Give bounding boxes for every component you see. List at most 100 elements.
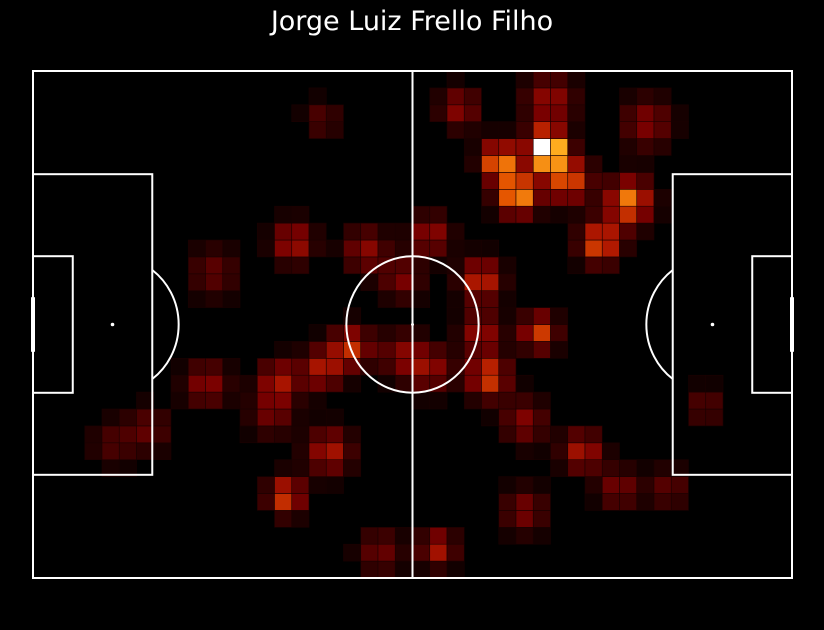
heatmap-cell (688, 374, 707, 393)
heatmap-cell (222, 273, 241, 291)
heatmap-cell (170, 374, 189, 393)
heatmap-cell (360, 543, 379, 562)
heatmap-cell (515, 87, 534, 106)
heatmap-cell (274, 205, 293, 224)
heatmap-cell (308, 222, 327, 241)
heatmap-cell (481, 290, 500, 308)
heatmap-cell (308, 239, 327, 258)
heatmap-cell (187, 256, 206, 275)
heatmap-cell (429, 341, 448, 359)
heatmap-cell (394, 560, 413, 579)
heatmap-cell (670, 493, 689, 511)
heatmap-cell (84, 442, 103, 460)
heatmap-cell (394, 324, 413, 342)
heatmap-cell (481, 374, 500, 393)
heatmap-cell (498, 357, 517, 376)
heatmap-cell (636, 222, 655, 241)
heatmap-cell (256, 391, 275, 410)
heatmap-cell (170, 391, 189, 410)
heatmap-cell (429, 239, 448, 258)
heatmap-cell (412, 357, 431, 376)
heatmap-cell (601, 459, 620, 477)
heatmap-cell (498, 307, 517, 325)
heatmap-cell (412, 239, 431, 258)
heatmap-cell (550, 425, 569, 444)
heatmap-cell (601, 476, 620, 494)
heatmap-cell (498, 256, 517, 275)
heatmap-cell (291, 425, 310, 444)
heatmap-cell (360, 273, 379, 291)
heatmap-cell (308, 374, 327, 393)
heatmap-cell (532, 104, 551, 123)
heatmap-cell (222, 239, 241, 258)
heatmap-cell (308, 408, 327, 427)
heatmap-cell (343, 357, 362, 376)
heatmap-cell (412, 324, 431, 342)
heatmap-cell (343, 543, 362, 562)
heatmap-cell (394, 357, 413, 376)
heatmap-cell (429, 543, 448, 562)
heatmap-cell (619, 493, 638, 511)
heatmap-cell (584, 256, 603, 275)
heatmap-cell (567, 104, 586, 123)
heatmap-cell (567, 121, 586, 139)
heatmap-cell (308, 442, 327, 460)
heatmap-cell (291, 357, 310, 376)
heatmap-cell (532, 526, 551, 545)
heatmap-cell (515, 172, 534, 190)
heatmap-cell (360, 560, 379, 579)
heatmap-cell (567, 442, 586, 460)
heatmap-cell (377, 324, 396, 342)
heatmap-cell (653, 476, 672, 494)
heatmap-cell (515, 307, 534, 325)
heatmap-cell (256, 425, 275, 444)
heatmap-cell (118, 425, 137, 444)
heatmap-cell (256, 493, 275, 511)
heatmap-cell (205, 391, 224, 410)
heatmap-cell (550, 189, 569, 207)
heatmap-cell (360, 222, 379, 241)
pitch-markings (31, 70, 794, 579)
heatmap-cell (498, 121, 517, 139)
heatmap-cell (463, 121, 482, 139)
heatmap-cell (360, 357, 379, 376)
heatmap-cell (550, 155, 569, 173)
heatmap-cell (619, 205, 638, 224)
heatmap-cell (377, 543, 396, 562)
heatmap-cell (325, 357, 344, 376)
heatmap-cell (584, 425, 603, 444)
heatmap-cell (567, 87, 586, 106)
heatmap-cell (515, 442, 534, 460)
heatmap-cell (187, 374, 206, 393)
heatmap-cell (412, 222, 431, 241)
heatmap-cell (205, 273, 224, 291)
heatmap-cell (274, 425, 293, 444)
heatmap-cell (377, 357, 396, 376)
heatmap-cell (515, 526, 534, 545)
heatmap-cell (377, 239, 396, 258)
heatmap-cell (239, 374, 258, 393)
heatmap-cell (377, 341, 396, 359)
heatmap-cell (567, 459, 586, 477)
heatmap-cell (619, 104, 638, 123)
heatmap-cell (601, 442, 620, 460)
heatmap-cell (515, 493, 534, 511)
heatmap-cell (653, 138, 672, 156)
heatmap-cell (377, 560, 396, 579)
right-penalty-area (671, 173, 794, 476)
heatmap-cell (325, 408, 344, 427)
heatmap-cell (532, 391, 551, 410)
heatmap-cell (463, 87, 482, 106)
heatmap-cell (498, 273, 517, 291)
heatmap-cell (601, 256, 620, 275)
heatmap-cell (308, 425, 327, 444)
heatmap-cell (636, 459, 655, 477)
heatmap-cell (187, 391, 206, 410)
heatmap-cell (619, 121, 638, 139)
heatmap-cell (446, 341, 465, 359)
heatmap-cell (515, 324, 534, 342)
heatmap-cell (84, 425, 103, 444)
heatmap-cell (532, 205, 551, 224)
heatmap-cell (412, 256, 431, 275)
heatmap-cell (653, 104, 672, 123)
